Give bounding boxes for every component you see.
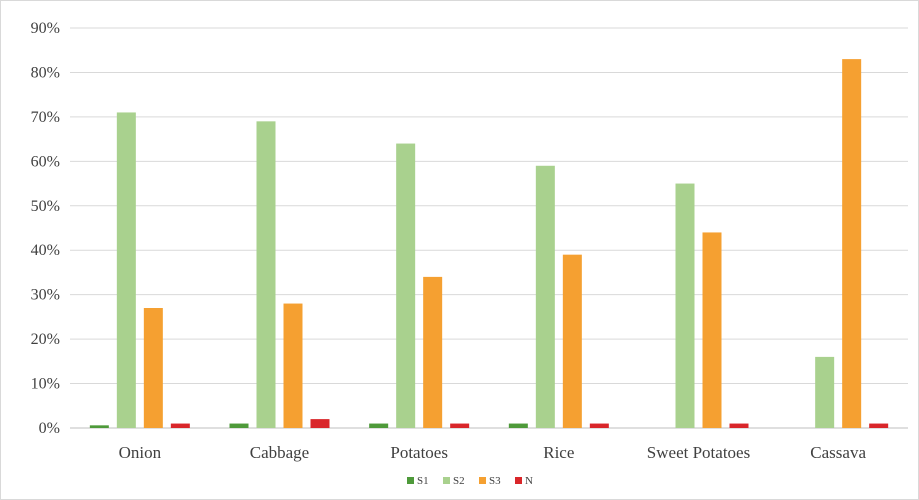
bar-s1-rice — [508, 423, 528, 428]
bar-n-potatoes — [450, 423, 470, 428]
y-tick-label: 70% — [31, 109, 60, 126]
y-tick-label: 50% — [31, 198, 60, 215]
legend-swatch-s1 — [407, 477, 414, 484]
bar-s2-rice — [535, 165, 555, 428]
legend: S1 S2 S3 N — [407, 475, 533, 487]
bar-n-rice — [589, 423, 609, 428]
bars — [89, 59, 889, 429]
y-tick-label: 0% — [39, 420, 60, 437]
bar-n-sweet-potatoes — [729, 423, 749, 428]
bar-s3-sweet-potatoes — [702, 232, 722, 428]
y-tick-label: 80% — [31, 64, 60, 81]
legend-label-s3: S3 — [489, 475, 501, 487]
x-tick-label: Sweet Potatoes — [647, 443, 750, 462]
y-tick-label: 60% — [31, 153, 60, 170]
x-tick-label: Cassava — [810, 443, 866, 462]
y-tick-label: 20% — [31, 331, 60, 348]
bar-s3-rice — [562, 254, 582, 428]
bar-n-onion — [170, 423, 190, 428]
bar-s3-onion — [143, 308, 163, 428]
x-tick-label: Onion — [119, 443, 162, 462]
bar-s2-cabbage — [256, 121, 276, 428]
bar-n-cabbage — [310, 419, 330, 428]
bar-s1-potatoes — [369, 423, 389, 428]
legend-swatch-s2 — [443, 477, 450, 484]
bar-n-cassava — [869, 423, 889, 428]
legend-label-s2: S2 — [453, 475, 465, 487]
y-tick-label: 90% — [31, 20, 60, 37]
y-tick-label: 30% — [31, 287, 60, 304]
x-axis-category-labels: Onion Cabbage Potatoes Rice Sweet Potatoes Ca… — [119, 443, 867, 462]
bar-s3-cassava — [842, 59, 862, 428]
y-axis-tick-labels: 0% 10% 20% 30% 40% 50% 60% 70% 80% 90% — [31, 20, 60, 437]
bar-s3-potatoes — [423, 276, 443, 428]
x-tick-label: Rice — [543, 443, 574, 462]
bar-s2-sweet-potatoes — [675, 183, 695, 428]
bar-s3-cabbage — [283, 303, 303, 428]
gridlines — [70, 27, 908, 429]
legend-swatch-n — [515, 477, 522, 484]
x-tick-label: Potatoes — [390, 443, 448, 462]
legend-label-n: N — [525, 475, 533, 487]
y-tick-label: 10% — [31, 376, 60, 393]
bar-s2-cassava — [815, 356, 835, 428]
y-tick-label: 40% — [31, 242, 60, 259]
legend-label-s1: S1 — [417, 475, 429, 487]
bar-s2-onion — [116, 112, 136, 428]
x-tick-label: Cabbage — [250, 443, 309, 462]
legend-swatch-s3 — [479, 477, 486, 484]
bar-s1-onion — [89, 425, 109, 428]
bar-s1-cabbage — [229, 423, 249, 428]
bar-s2-potatoes — [396, 143, 416, 429]
